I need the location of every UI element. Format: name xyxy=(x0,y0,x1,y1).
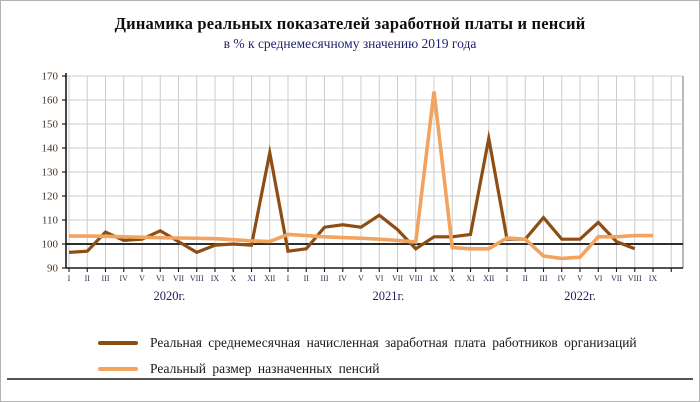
svg-text:VIII: VIII xyxy=(628,274,642,283)
svg-text:V: V xyxy=(577,274,583,283)
wages-line xyxy=(68,129,636,255)
pensions-legend-label: Реальный размер назначенных пенсий xyxy=(150,361,380,376)
svg-text:X: X xyxy=(449,274,455,283)
svg-text:160: 160 xyxy=(42,95,59,107)
svg-text:XI: XI xyxy=(247,274,256,283)
svg-text:VI: VI xyxy=(156,274,165,283)
svg-text:VI: VI xyxy=(594,274,603,283)
svg-text:I: I xyxy=(506,274,509,283)
legend-item-pensions: Реальный размер назначенных пенсий xyxy=(98,361,637,377)
svg-text:IV: IV xyxy=(120,274,129,283)
svg-text:IX: IX xyxy=(649,274,658,283)
svg-text:I: I xyxy=(287,274,290,283)
svg-text:VII: VII xyxy=(173,274,184,283)
svg-text:III: III xyxy=(102,274,110,283)
svg-text:V: V xyxy=(358,274,364,283)
svg-text:VII: VII xyxy=(392,274,403,283)
svg-text:II: II xyxy=(85,274,91,283)
svg-text:170: 170 xyxy=(42,71,59,83)
svg-text:IV: IV xyxy=(339,274,348,283)
svg-text:140: 140 xyxy=(42,143,59,155)
svg-text:XII: XII xyxy=(264,274,275,283)
svg-text:100: 100 xyxy=(42,239,59,251)
svg-text:VIII: VIII xyxy=(409,274,423,283)
svg-text:130: 130 xyxy=(42,167,59,179)
svg-text:II: II xyxy=(523,274,529,283)
chart-title: Динамика реальных показателей заработной… xyxy=(114,14,586,33)
svg-text:120: 120 xyxy=(42,191,59,203)
svg-text:I: I xyxy=(68,274,71,283)
svg-text:150: 150 xyxy=(42,119,59,131)
svg-text:III: III xyxy=(540,274,548,283)
svg-text:V: V xyxy=(139,274,145,283)
wages-line-swatch xyxy=(98,340,138,346)
svg-text:2022г.: 2022г. xyxy=(564,289,596,303)
svg-text:VII: VII xyxy=(611,274,622,283)
legend-item-wages: Реальная среднемесячная начисленная зара… xyxy=(98,335,637,351)
svg-text:III: III xyxy=(321,274,329,283)
svg-text:VI: VI xyxy=(375,274,384,283)
wages-legend-label: Реальная среднемесячная начисленная зара… xyxy=(150,335,637,350)
svg-text:2021г.: 2021г. xyxy=(372,289,404,303)
svg-text:VIII: VIII xyxy=(190,274,204,283)
svg-text:2020г.: 2020г. xyxy=(153,289,185,303)
svg-text:IX: IX xyxy=(211,274,220,283)
pensions-line-swatch xyxy=(98,366,138,372)
chart-subtitle: в % к среднемесячному значению 2019 года xyxy=(223,36,477,51)
svg-text:IX: IX xyxy=(430,274,439,283)
svg-text:XII: XII xyxy=(483,274,494,283)
svg-text:90: 90 xyxy=(47,263,59,275)
svg-text:IV: IV xyxy=(558,274,567,283)
legend: Реальная среднемесячная начисленная зара… xyxy=(98,335,637,377)
pensions-line xyxy=(69,91,653,261)
svg-text:X: X xyxy=(230,274,236,283)
svg-text:II: II xyxy=(304,274,310,283)
svg-text:XI: XI xyxy=(466,274,475,283)
bottom-divider xyxy=(7,378,693,380)
svg-text:110: 110 xyxy=(42,215,59,227)
